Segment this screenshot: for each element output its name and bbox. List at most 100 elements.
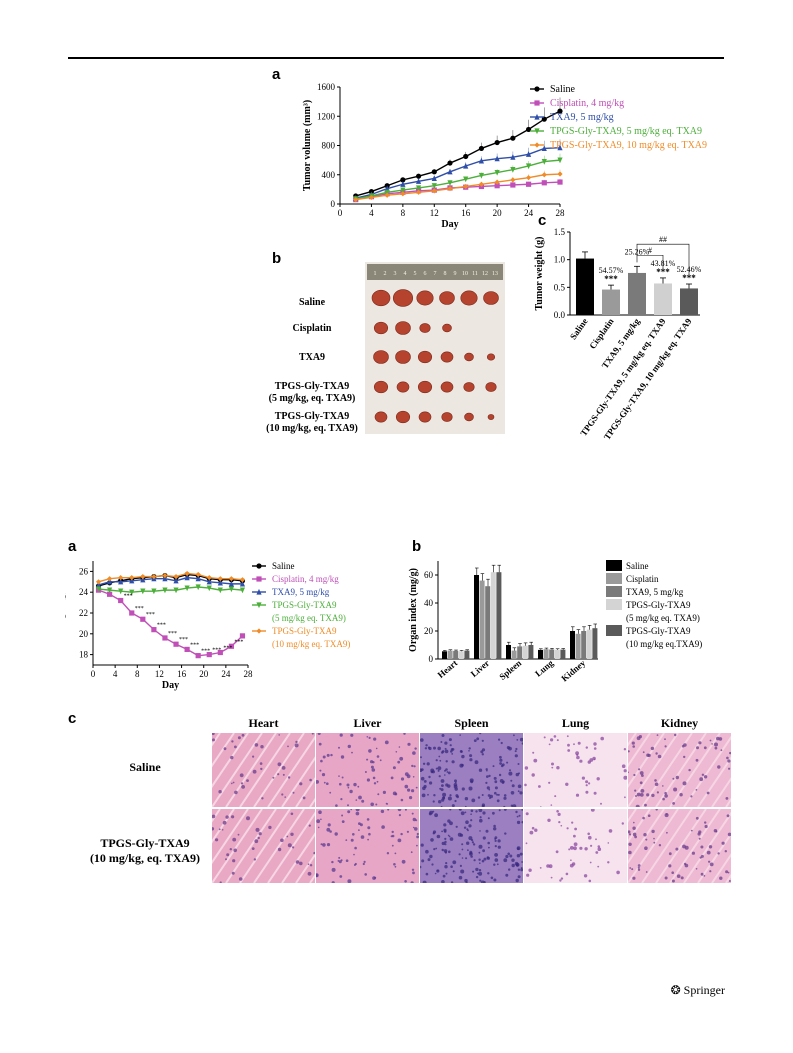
cell-nucleus (320, 818, 322, 821)
data-point (541, 180, 547, 186)
tumor-specimen (371, 289, 391, 307)
publisher-name: Springer (683, 983, 725, 997)
y-tick-label: 20 (424, 626, 434, 636)
cell-nucleus (631, 741, 635, 745)
cell-nucleus (376, 780, 379, 783)
series-line (98, 576, 243, 586)
cell-nucleus (574, 827, 577, 831)
cell-nucleus (628, 833, 632, 836)
data-point (400, 177, 406, 183)
cell-nucleus (634, 789, 637, 792)
bracket-label: ## (659, 235, 667, 244)
data-point (557, 157, 563, 164)
histo-col-kidney: Kidney (660, 716, 699, 730)
cell-nucleus (655, 752, 658, 755)
cell-nucleus (515, 878, 519, 883)
cell-nucleus (420, 843, 424, 847)
data-point (510, 182, 516, 188)
data-point (195, 584, 201, 591)
cell-nucleus (478, 844, 483, 849)
tissue-fiber (628, 733, 679, 807)
cell-nucleus (623, 775, 627, 780)
histo-col-heart: Heart (248, 716, 279, 730)
cell-nucleus (239, 773, 244, 778)
cell-nucleus (355, 811, 360, 816)
cell-nucleus (727, 759, 731, 763)
cell-nucleus (709, 739, 712, 742)
histology-image-heart-row-2 (212, 809, 315, 883)
cell-nucleus (450, 750, 453, 753)
cell-nucleus (633, 821, 635, 824)
cell-nucleus (317, 733, 321, 735)
cell-nucleus (509, 854, 513, 858)
data-point (217, 649, 223, 656)
cell-nucleus (237, 736, 241, 740)
cell-nucleus (443, 823, 447, 827)
cell-nucleus (664, 794, 668, 798)
x-tick-label: 4 (113, 669, 118, 679)
bar (592, 628, 598, 659)
cell-nucleus (390, 776, 394, 780)
data-point (206, 578, 212, 585)
series-line (98, 586, 243, 593)
cell-nucleus (496, 793, 499, 796)
cell-nucleus (639, 781, 643, 785)
cell-nucleus (309, 778, 312, 782)
cell-nucleus (398, 814, 401, 817)
cell-nucleus (397, 809, 402, 812)
histology-image-kidney-row-1 (628, 733, 731, 807)
cell-nucleus (656, 734, 659, 736)
cell-nucleus (447, 796, 452, 801)
legend-marker (534, 128, 540, 135)
x-tick-label: 0 (338, 208, 343, 218)
cell-nucleus (515, 810, 518, 814)
tissue-fiber (225, 809, 277, 883)
cell-nucleus (422, 880, 427, 883)
cell-nucleus (676, 874, 681, 878)
cell-nucleus (703, 775, 708, 779)
cell-nucleus (596, 777, 600, 781)
tissue-fiber (669, 809, 721, 883)
cell-nucleus (452, 860, 457, 865)
data-point (463, 153, 469, 160)
cell-nucleus (517, 763, 520, 765)
cell-nucleus (347, 810, 351, 814)
cell-nucleus (497, 845, 501, 849)
cell-nucleus (460, 869, 465, 874)
cell-nucleus (635, 804, 640, 807)
cell-nucleus (341, 820, 345, 823)
cell-nucleus (486, 775, 489, 778)
ruler-tick-label: 5 (414, 271, 417, 277)
cell-nucleus (222, 820, 227, 825)
cell-nucleus (429, 781, 433, 785)
data-point (478, 172, 485, 179)
x-tick-label: 24 (524, 208, 534, 218)
tissue-fiber (281, 832, 315, 883)
data-point (228, 580, 234, 587)
cell-nucleus (401, 859, 406, 864)
cell-nucleus (261, 797, 264, 800)
tumor-specimen (396, 381, 410, 393)
significance-stars: *** (682, 273, 696, 283)
tumor-specimen (441, 412, 453, 422)
tumor-photo: 1 2 3 4 5 6 7 8 9 10 11 12 13 (365, 262, 505, 434)
tissue-fiber (669, 733, 721, 807)
data-point (494, 155, 500, 162)
significance-stars: *** (234, 639, 243, 645)
cell-nucleus (387, 809, 390, 811)
cell-nucleus (367, 838, 369, 841)
cell-nucleus (470, 855, 473, 858)
cell-nucleus (481, 794, 484, 796)
cell-nucleus (231, 740, 234, 743)
cell-nucleus (644, 846, 648, 850)
cell-nucleus (479, 862, 481, 864)
cell-nucleus (646, 793, 650, 797)
data-point (541, 172, 547, 178)
tissue-fiber (253, 809, 305, 883)
cell-nucleus (632, 745, 635, 748)
cell-nucleus (252, 769, 257, 774)
cell-nucleus (327, 823, 331, 827)
cell-nucleus (410, 851, 413, 854)
cell-nucleus (481, 859, 485, 863)
cell-nucleus (246, 816, 250, 821)
